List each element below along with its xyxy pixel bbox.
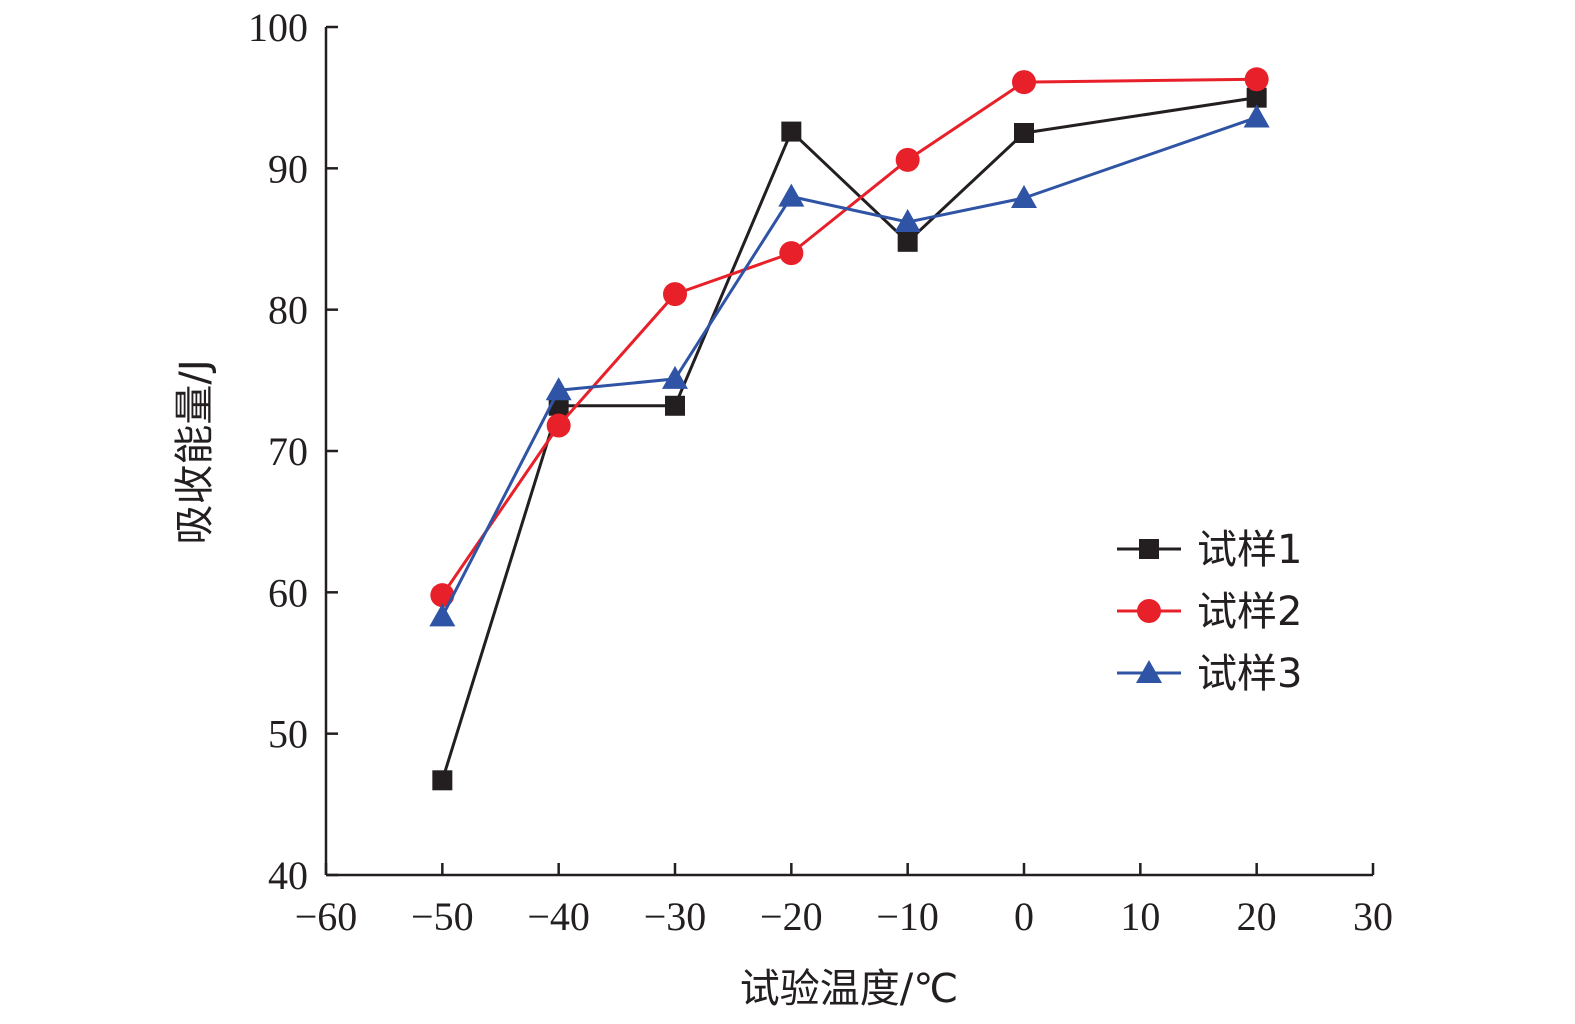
x-tick-label: −60: [295, 894, 358, 939]
data-point: [1243, 104, 1270, 128]
x-tick-label: 10: [1120, 894, 1160, 939]
y-tick-label: 60: [268, 570, 308, 615]
data-point: [897, 231, 918, 252]
series-layer: [429, 67, 1270, 791]
legend-label: 试样3: [1197, 651, 1302, 697]
legend: 试样1 试样2 试样3: [1117, 527, 1302, 697]
y-tick-label: 50: [268, 712, 308, 757]
x-tick-label: 30: [1353, 894, 1393, 939]
data-point: [432, 770, 453, 791]
legend-marker: [1137, 599, 1161, 623]
axes: 40 50 60 70 80 90 100 −60 −50 −40 −30 −20 −10 0 10 20 3…: [248, 5, 1393, 939]
x-axis-title: 试验温度/℃: [740, 966, 958, 1012]
data-point: [429, 603, 456, 627]
x-tick-label: −40: [527, 894, 590, 939]
legend-label: 试样1: [1197, 527, 1302, 573]
y-tick-label: 90: [268, 146, 308, 191]
y-tick-label: 80: [268, 288, 308, 333]
data-point: [663, 282, 687, 307]
y-ticks: 40 50 60 70 80 90 100: [248, 5, 338, 898]
y-tick-label: 100: [248, 5, 308, 50]
series-line: [440, 116, 1258, 618]
data-point: [779, 241, 804, 266]
series-line: [441, 77, 1257, 597]
legend-item: 试样3: [1117, 651, 1302, 697]
x-ticks: −60 −50 −40 −30 −20 −10 0 10 20 30: [295, 863, 1393, 939]
y-tick-label: 70: [268, 429, 308, 474]
x-tick-label: −20: [760, 894, 823, 939]
data-point: [1012, 70, 1036, 95]
legend-item: 试样2: [1117, 589, 1302, 635]
x-tick-label: −30: [644, 894, 707, 939]
data-point: [781, 121, 802, 142]
series-square: [432, 87, 1267, 791]
x-tick-label: 20: [1237, 894, 1277, 939]
data-point: [894, 209, 921, 233]
y-axis-title: 吸收能量/J: [172, 359, 218, 544]
x-tick-label: 0: [1014, 894, 1034, 939]
data-point: [430, 583, 455, 608]
data-point: [662, 365, 688, 389]
data-point: [1246, 87, 1267, 108]
x-tick-label: −50: [411, 894, 474, 939]
legend-marker: [1139, 539, 1159, 559]
data-point: [1014, 123, 1034, 143]
data-point: [778, 183, 805, 207]
data-point: [665, 395, 685, 416]
data-point: [545, 377, 572, 401]
data-point: [895, 147, 920, 172]
series-line: [440, 96, 1257, 781]
data-point: [546, 413, 571, 438]
legend-label: 试样2: [1197, 589, 1302, 635]
x-tick-label: −10: [876, 894, 939, 939]
series-circle: [430, 67, 1269, 608]
data-point: [1011, 185, 1037, 209]
series-triangle: [429, 104, 1270, 627]
data-point: [1244, 67, 1269, 92]
legend-item: 试样1: [1117, 527, 1302, 573]
legend-marker: [1136, 660, 1162, 683]
y-tick-label: 40: [268, 853, 308, 898]
